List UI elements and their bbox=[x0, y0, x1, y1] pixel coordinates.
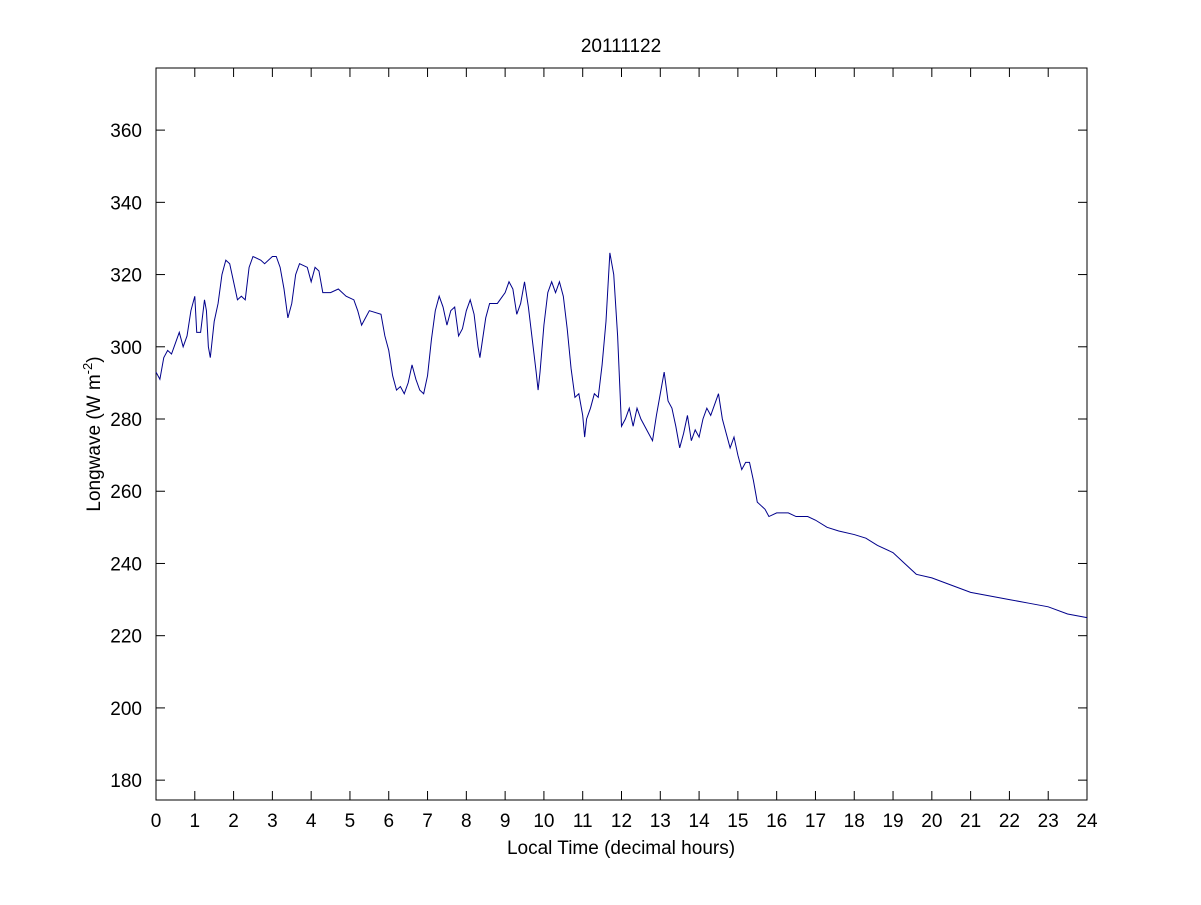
y-tick-label: 340 bbox=[110, 193, 142, 214]
x-tick-label: 7 bbox=[422, 811, 433, 832]
x-tick-label: 23 bbox=[1038, 811, 1059, 832]
x-tick-label: 6 bbox=[383, 811, 394, 832]
chart-title: 20111122 bbox=[581, 36, 661, 57]
x-tick-label: 4 bbox=[306, 811, 317, 832]
y-tick-label: 260 bbox=[110, 482, 142, 503]
y-axis-label-text: Longwave (W m bbox=[84, 374, 105, 511]
y-tick-label: 220 bbox=[110, 627, 142, 648]
x-tick-label: 24 bbox=[1076, 811, 1098, 832]
x-tick-label: 10 bbox=[533, 811, 554, 832]
x-tick-label: 5 bbox=[345, 811, 356, 832]
y-axis-label-superscript: -2 bbox=[80, 363, 95, 375]
x-tick-label: 22 bbox=[999, 811, 1020, 832]
y-tick-label: 280 bbox=[110, 410, 142, 431]
x-tick-label: 0 bbox=[151, 811, 162, 832]
x-tick-label: 20 bbox=[921, 811, 942, 832]
y-tick-label: 200 bbox=[110, 699, 142, 720]
x-tick-label: 3 bbox=[267, 811, 278, 832]
x-tick-label: 11 bbox=[573, 811, 593, 832]
x-tick-label: 14 bbox=[689, 811, 711, 832]
x-tick-label: 1 bbox=[190, 811, 201, 832]
x-tick-label: 9 bbox=[500, 811, 511, 832]
x-tick-label: 16 bbox=[766, 811, 787, 832]
x-tick-label: 12 bbox=[611, 811, 632, 832]
x-tick-label: 8 bbox=[461, 811, 472, 832]
x-tick-label: 15 bbox=[727, 811, 748, 832]
y-tick-label: 360 bbox=[110, 121, 142, 142]
y-axis-label: Longwave (W m-2) bbox=[80, 356, 105, 511]
x-axis-label: Local Time (decimal hours) bbox=[507, 838, 735, 859]
y-tick-label: 240 bbox=[110, 554, 142, 575]
y-tick-label: 300 bbox=[110, 338, 142, 359]
x-tick-label: 17 bbox=[805, 811, 826, 832]
x-tick-label: 21 bbox=[960, 811, 981, 832]
y-tick-label: 180 bbox=[110, 771, 142, 792]
x-tick-label: 19 bbox=[882, 811, 903, 832]
x-tick-label: 2 bbox=[228, 811, 239, 832]
x-tick-label: 13 bbox=[650, 811, 671, 832]
data-line bbox=[155, 252, 1088, 619]
y-axis-label-text: ) bbox=[84, 356, 105, 362]
y-tick-label: 320 bbox=[110, 266, 142, 287]
x-tick-label: 18 bbox=[844, 811, 865, 832]
